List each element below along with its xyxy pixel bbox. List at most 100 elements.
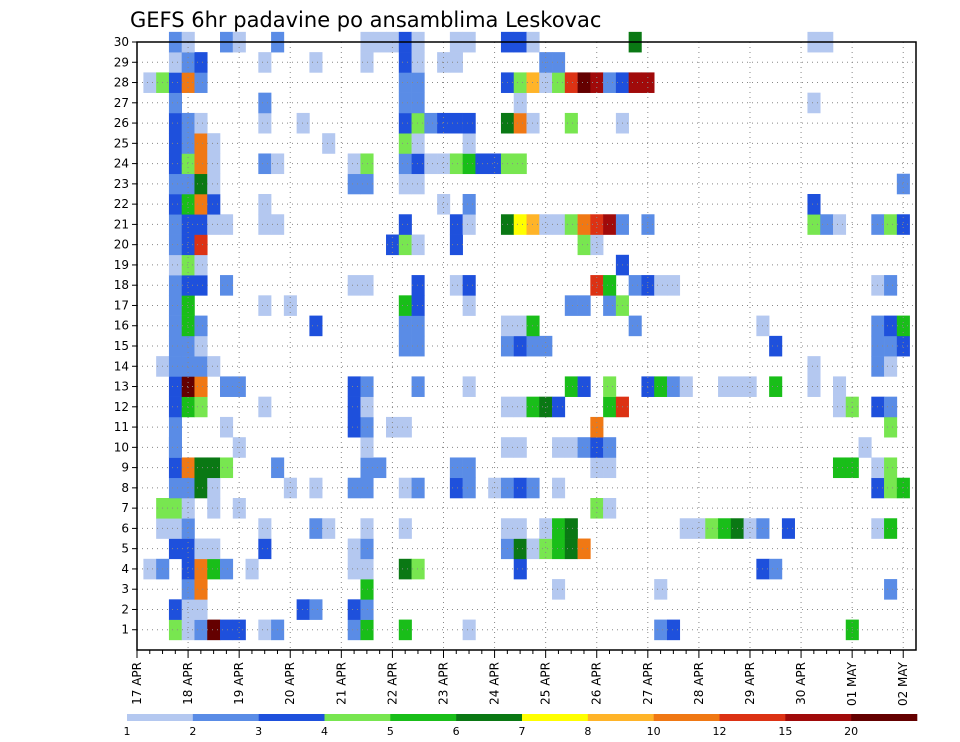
heatmap-cell: [411, 275, 425, 296]
colorbar-label: 4: [321, 725, 328, 738]
heatmap-cell: [309, 477, 323, 499]
heatmap-cell: [449, 275, 463, 296]
heatmap-cell: [564, 518, 578, 539]
heatmap-cell: [718, 376, 732, 397]
heatmap-cell: [884, 396, 898, 418]
heatmap-cell: [168, 153, 182, 175]
heatmap-cell: [832, 376, 847, 397]
heatmap-cell: [513, 112, 527, 134]
heatmap-cell: [552, 518, 566, 539]
heatmap-cell: [168, 254, 182, 276]
heatmap-cell: [628, 315, 642, 337]
heatmap-cell: [475, 153, 489, 175]
heatmap-cell: [347, 599, 361, 620]
heatmap-cell: [398, 72, 412, 93]
heatmap-cell: [654, 579, 668, 600]
heatmap-cell: [258, 194, 272, 215]
heatmap-cell: [309, 52, 323, 73]
heatmap-cell: [807, 356, 821, 377]
heatmap-cell: [168, 133, 182, 154]
heatmap-cell: [896, 315, 910, 337]
x-tick-label: 23 APR: [436, 662, 450, 705]
heatmap-cell: [462, 619, 476, 641]
x-tick-label: 29 APR: [743, 662, 757, 705]
x-tick-label: 28 APR: [692, 662, 706, 705]
heatmap-cell: [896, 335, 910, 357]
heatmap-cell: [462, 194, 476, 215]
heatmap-cell: [398, 234, 412, 256]
heatmap-cell: [398, 335, 412, 357]
heatmap-cell: [628, 275, 642, 296]
colorbar-label: 12: [713, 725, 727, 738]
heatmap-cell: [462, 133, 476, 154]
heatmap-cell: [411, 295, 425, 316]
heatmap-cell: [552, 538, 566, 560]
heatmap-cells: [143, 31, 910, 641]
heatmap-cell: [168, 275, 182, 296]
heatmap-cell: [411, 112, 425, 134]
heatmap-cell: [168, 295, 182, 316]
heatmap-cell: [232, 376, 246, 397]
heatmap-cell: [462, 112, 476, 134]
heatmap-cell: [398, 92, 412, 114]
heatmap-cell: [462, 153, 476, 175]
heatmap-cell: [194, 396, 208, 418]
heatmap-cell: [628, 72, 642, 93]
heatmap-cell: [398, 416, 412, 438]
heatmap-cell: [884, 579, 898, 600]
heatmap-cell: [398, 112, 412, 134]
heatmap-cell: [832, 396, 847, 418]
heatmap-cell: [194, 356, 208, 377]
heatmap-cell: [411, 52, 425, 73]
heatmap-cell: [322, 133, 336, 154]
heatmap-cell: [590, 275, 604, 296]
heatmap-cell: [411, 173, 425, 195]
heatmap-cell: [168, 477, 182, 499]
heatmap-cell: [437, 153, 451, 175]
heatmap-cell: [449, 234, 463, 256]
heatmap-cell: [347, 153, 361, 175]
heatmap-cell: [666, 376, 681, 397]
heatmap-cell: [513, 335, 527, 357]
heatmap-cell: [322, 518, 336, 539]
x-tick-label: 18 APR: [181, 662, 195, 705]
heatmap-cell: [603, 457, 617, 479]
heatmap-cell: [194, 112, 208, 134]
heatmap-cell: [194, 194, 208, 215]
heatmap-cell: [526, 72, 540, 93]
heatmap-cell: [168, 112, 182, 134]
heatmap-cell: [181, 356, 195, 377]
heatmap-cell: [590, 498, 604, 519]
heatmap-cell: [807, 376, 821, 397]
heatmap-cell: [258, 214, 272, 235]
x-tick-label: 21 APR: [334, 662, 348, 705]
heatmap-cell: [194, 579, 208, 600]
heatmap-cell: [654, 619, 668, 641]
heatmap-cell: [437, 194, 451, 215]
heatmap-cell: [181, 558, 195, 580]
y-tick-label: 21: [114, 217, 129, 231]
heatmap-cell: [564, 112, 578, 134]
y-tick-label: 17: [114, 298, 129, 312]
heatmap-cell: [168, 335, 182, 357]
chart-title: GEFS 6hr padavine po ansamblima Leskovac: [130, 8, 601, 32]
heatmap-cell: [513, 437, 527, 458]
heatmap-cell: [181, 376, 195, 397]
heatmap-cell: [462, 457, 476, 479]
heatmap-cell: [832, 214, 847, 235]
heatmap-cell: [168, 72, 182, 93]
heatmap-cell: [168, 599, 182, 620]
heatmap-cell: [769, 558, 783, 580]
heatmap-cell: [181, 315, 195, 337]
heatmap-cell: [539, 396, 553, 418]
y-tick-label: 23: [114, 177, 129, 191]
heatmap-cell: [462, 376, 476, 397]
heatmap-cell: [513, 477, 527, 499]
heatmap-cell: [411, 92, 425, 114]
heatmap-cell: [526, 477, 540, 499]
heatmap-cell: [143, 558, 157, 580]
heatmap-cell: [309, 315, 323, 337]
colorbar-swatch: [324, 714, 391, 721]
heatmap-cell: [411, 376, 425, 397]
